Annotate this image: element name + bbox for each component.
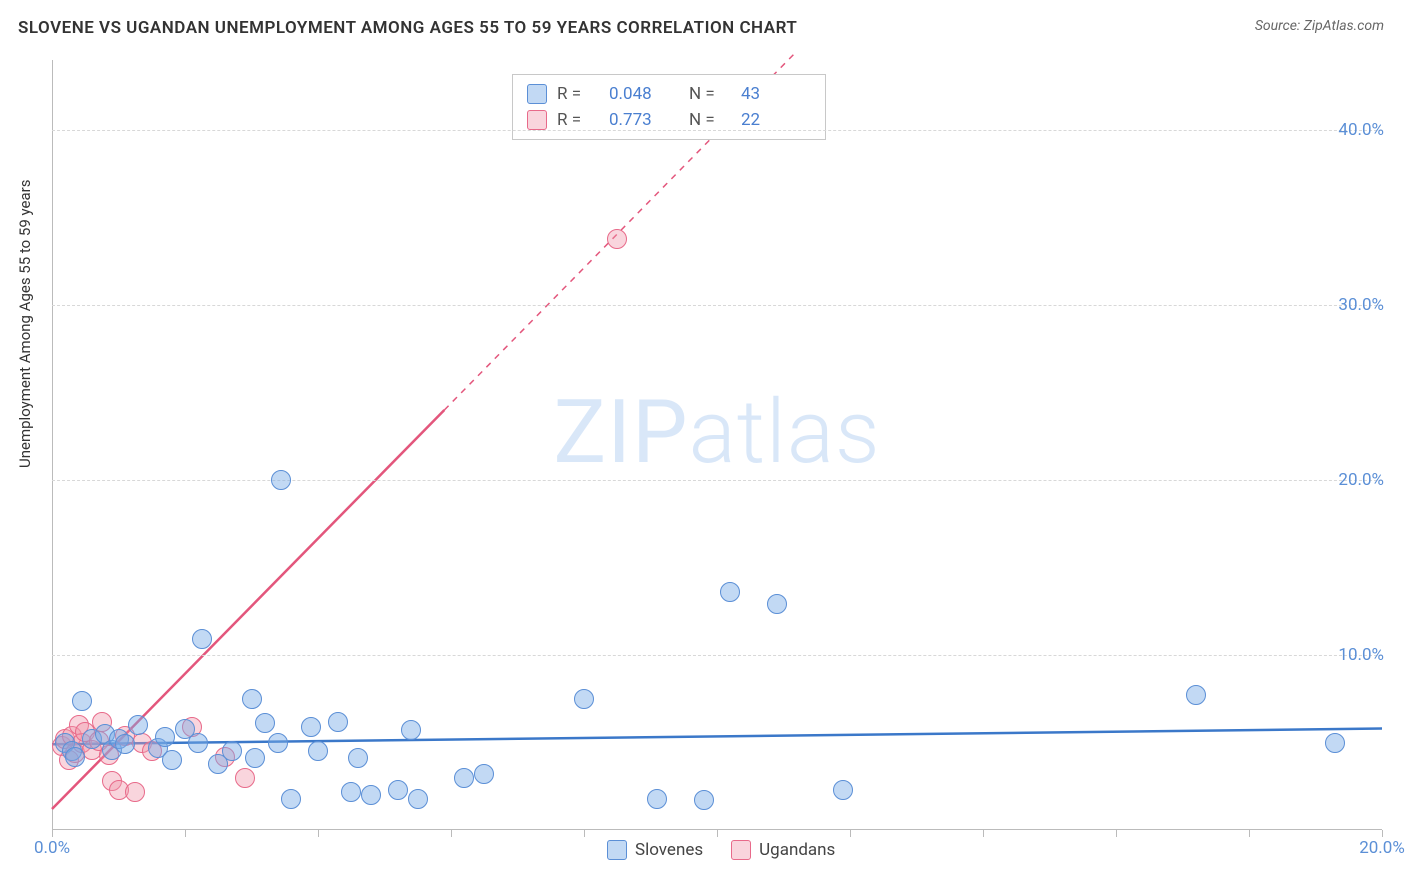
point-slovenes [348,748,368,768]
swatch-blue [527,84,547,104]
point-ugandans [607,229,627,249]
point-slovenes [222,741,242,761]
point-slovenes [401,720,421,740]
point-slovenes [72,691,92,711]
gridline-h [52,130,1382,131]
point-slovenes [188,733,208,753]
y-tick-label: 40.0% [1314,120,1384,140]
point-slovenes [647,789,667,809]
x-tick [717,830,718,837]
point-slovenes [308,741,328,761]
point-slovenes [192,629,212,649]
y-tick-label: 20.0% [1314,470,1384,490]
y-tick-label: 10.0% [1314,645,1384,665]
point-slovenes [255,713,275,733]
series-legend: Slovenes Ugandans [607,840,835,860]
x-tick [52,830,53,837]
regression-lines [52,60,1382,830]
point-slovenes [1186,685,1206,705]
y-axis-line [52,60,53,830]
legend-item-ugandans: Ugandans [731,840,835,860]
legend-row-slovenes: R = 0.048 N = 43 [527,81,811,107]
point-ugandans [235,768,255,788]
chart-title: SLOVENE VS UGANDAN UNEMPLOYMENT AMONG AG… [18,18,797,38]
plot-area: ZIPatlas R = 0.048 N = 43 R = 0.773 N = … [52,60,1382,830]
point-slovenes [408,789,428,809]
swatch-pink [527,110,547,130]
x-tick-label: 20.0% [1359,838,1405,858]
point-slovenes [1325,733,1345,753]
point-slovenes [65,747,85,767]
y-tick-label: 30.0% [1314,295,1384,315]
point-slovenes [245,748,265,768]
x-tick [850,830,851,837]
x-tick [1382,830,1383,837]
swatch-pink [731,840,751,860]
source-attribution: Source: ZipAtlas.com [1255,18,1384,34]
point-slovenes [301,717,321,737]
point-slovenes [271,470,291,490]
point-slovenes [155,727,175,747]
point-slovenes [341,782,361,802]
point-slovenes [242,689,262,709]
chart-container: Unemployment Among Ages 55 to 59 years Z… [0,48,1406,892]
legend-item-slovenes: Slovenes [607,840,703,860]
x-tick [318,830,319,837]
swatch-blue [607,840,627,860]
x-tick [983,830,984,837]
x-tick [1249,830,1250,837]
point-slovenes [328,712,348,732]
point-slovenes [128,715,148,735]
gridline-h [52,480,1382,481]
x-tick [584,830,585,837]
header: SLOVENE VS UGANDAN UNEMPLOYMENT AMONG AG… [0,0,1406,48]
point-slovenes [767,594,787,614]
point-slovenes [388,780,408,800]
point-slovenes [574,689,594,709]
y-axis-label: Unemployment Among Ages 55 to 59 years [16,180,34,468]
x-tick [1116,830,1117,837]
point-slovenes [281,789,301,809]
gridline-h [52,655,1382,656]
point-slovenes [115,734,135,754]
point-slovenes [833,780,853,800]
x-tick [185,830,186,837]
point-slovenes [694,790,714,810]
point-slovenes [454,768,474,788]
point-ugandans [125,782,145,802]
x-tick-label: 0.0% [34,838,70,858]
x-tick [451,830,452,837]
point-slovenes [474,764,494,784]
point-slovenes [268,733,288,753]
point-slovenes [720,582,740,602]
watermark: ZIPatlas [553,381,880,484]
gridline-h [52,305,1382,306]
point-slovenes [162,750,182,770]
point-slovenes [361,785,381,805]
